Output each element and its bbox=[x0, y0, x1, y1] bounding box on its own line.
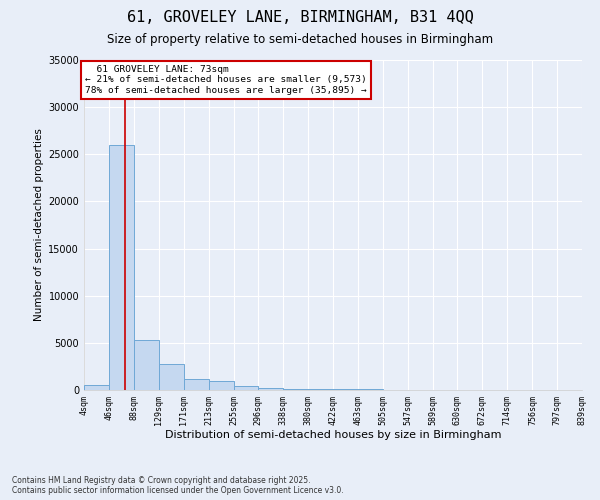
Bar bbox=[209, 380, 233, 390]
Bar bbox=[158, 364, 184, 390]
Bar bbox=[233, 386, 258, 390]
Bar bbox=[109, 145, 134, 390]
Bar bbox=[84, 386, 109, 390]
Bar bbox=[333, 389, 358, 390]
Text: Size of property relative to semi-detached houses in Birmingham: Size of property relative to semi-detach… bbox=[107, 32, 493, 46]
Text: 61, GROVELEY LANE, BIRMINGHAM, B31 4QQ: 61, GROVELEY LANE, BIRMINGHAM, B31 4QQ bbox=[127, 10, 473, 25]
Bar bbox=[184, 378, 209, 390]
Y-axis label: Number of semi-detached properties: Number of semi-detached properties bbox=[34, 128, 44, 322]
Text: Contains HM Land Registry data © Crown copyright and database right 2025.
Contai: Contains HM Land Registry data © Crown c… bbox=[12, 476, 344, 495]
Bar bbox=[308, 389, 333, 390]
X-axis label: Distribution of semi-detached houses by size in Birmingham: Distribution of semi-detached houses by … bbox=[165, 430, 501, 440]
Bar bbox=[283, 388, 308, 390]
Bar bbox=[134, 340, 158, 390]
Text: 61 GROVELEY LANE: 73sqm
← 21% of semi-detached houses are smaller (9,573)
78% of: 61 GROVELEY LANE: 73sqm ← 21% of semi-de… bbox=[85, 65, 367, 95]
Bar bbox=[258, 388, 283, 390]
